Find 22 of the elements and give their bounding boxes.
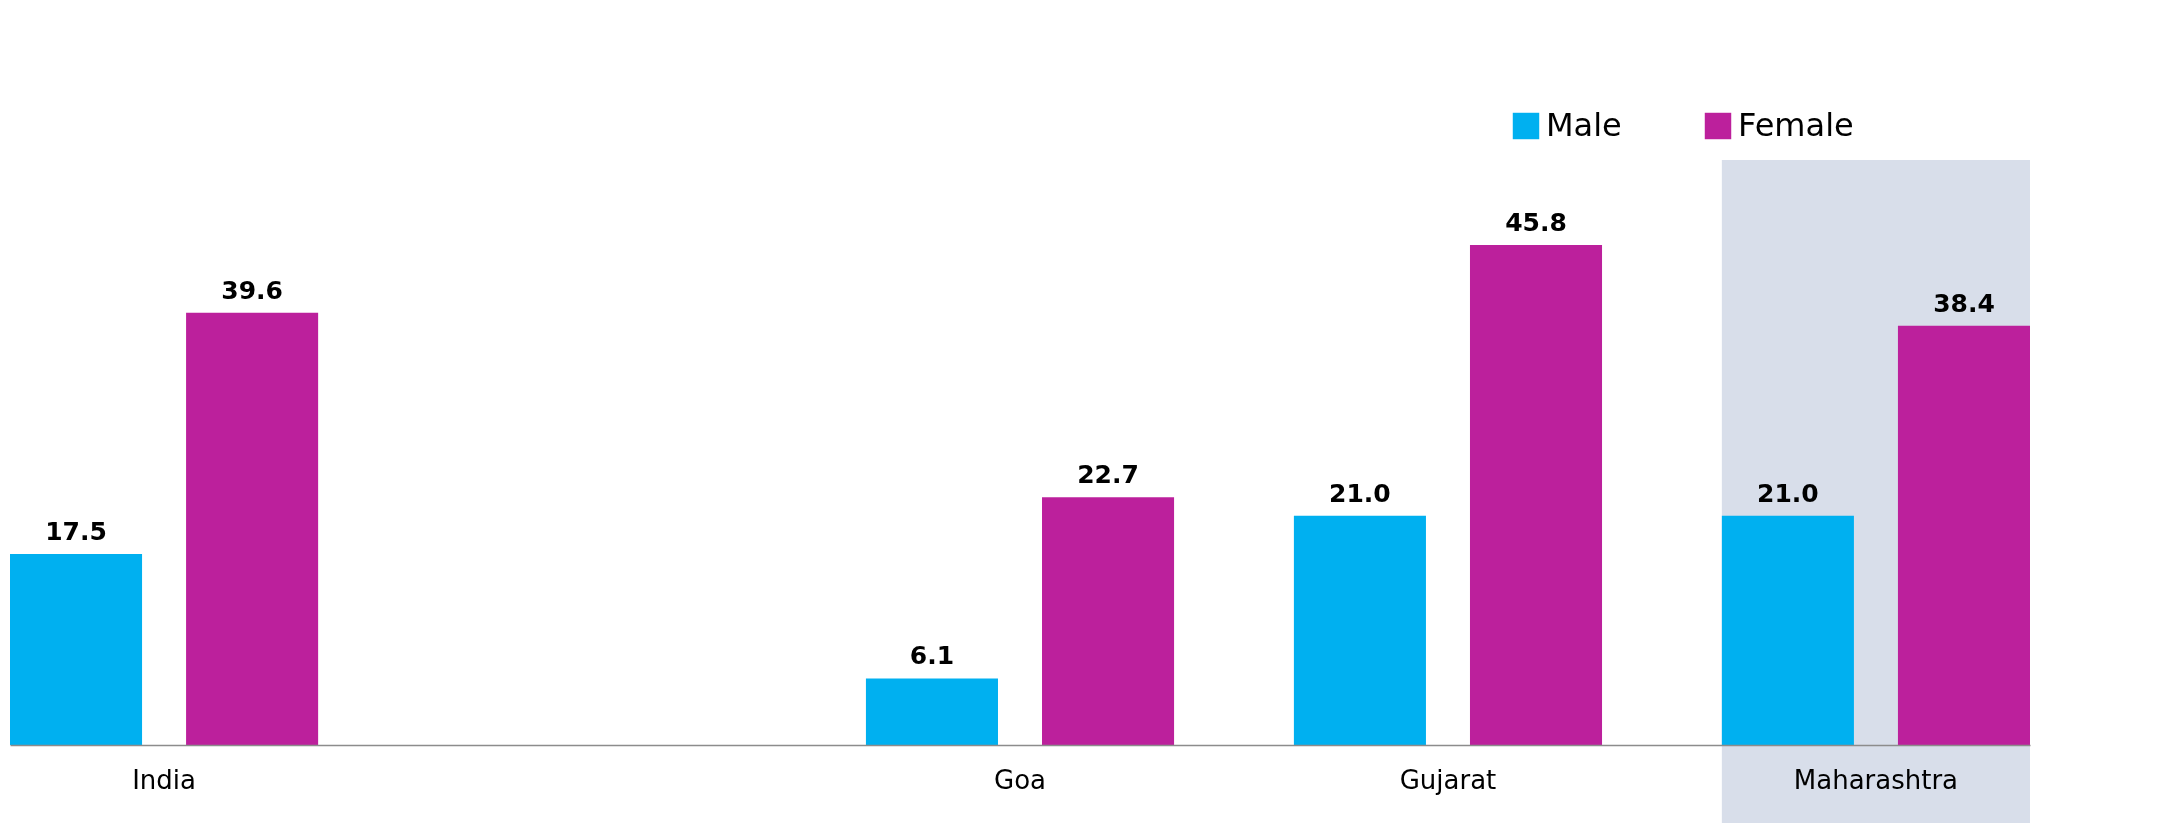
x-tick-label: Gujarat <box>1399 764 1497 795</box>
bar <box>1721 515 1854 745</box>
legend-label: Male <box>1546 106 1622 144</box>
bar <box>1469 245 1603 745</box>
x-tick-label: Goa <box>994 764 1046 795</box>
data-label: 38.4 <box>1933 288 1995 318</box>
data-label: 17.5 <box>45 516 107 546</box>
bar <box>1293 515 1426 745</box>
data-label: 45.8 <box>1505 208 1567 237</box>
legend-label: Female <box>1738 106 1854 144</box>
data-label: 39.6 <box>221 275 283 305</box>
bar <box>1042 497 1175 745</box>
bar <box>1897 325 2030 745</box>
bar <box>865 678 998 745</box>
x-tick-label: Maharashtra <box>1793 764 1959 795</box>
bar <box>10 553 143 745</box>
data-label: 21.0 <box>1329 478 1391 508</box>
bar <box>186 312 319 745</box>
data-label: 21.0 <box>1757 478 1819 508</box>
data-label: 22.7 <box>1077 460 1139 490</box>
data-label: 6.1 <box>909 641 955 671</box>
x-tick-label: India <box>132 764 196 795</box>
